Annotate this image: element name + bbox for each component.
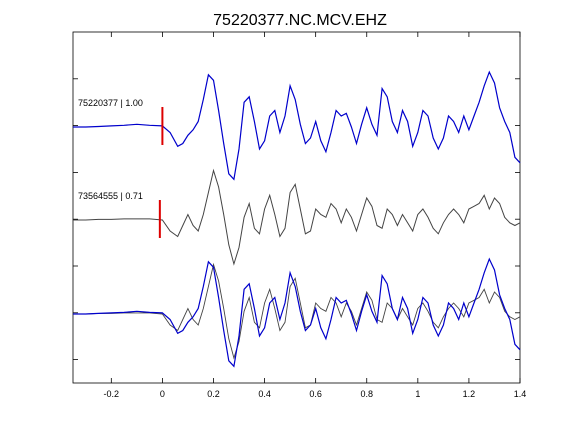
x-tick-label: 1.4	[514, 389, 527, 399]
plot-frame	[72, 31, 521, 384]
trace-gray	[73, 168, 521, 266]
x-tick-label: 0.4	[258, 389, 271, 399]
trace-blue	[73, 70, 521, 181]
x-tick-label: 0	[160, 389, 165, 399]
x-tick-label: 1.2	[463, 389, 476, 399]
trace-area	[73, 70, 521, 368]
overlay-trace-gray	[73, 262, 521, 360]
trace-label-2: 73564555 | 0.71	[78, 191, 143, 201]
x-tick-label: 1	[415, 389, 420, 399]
x-tick-label: 0.6	[309, 389, 322, 399]
x-axis: -0.2 0 0.2 0.4 0.6 0.8 1 1.2 1.4	[104, 32, 527, 399]
x-tick-label: -0.2	[104, 389, 120, 399]
overlay-trace-blue	[73, 257, 521, 368]
y-axis-ticks	[73, 78, 520, 361]
chart-title: 75220377.NC.MCV.EHZ	[213, 12, 387, 29]
trace-label-1: 75220377 | 1.00	[78, 98, 143, 108]
x-tick-label: 0.2	[207, 389, 220, 399]
x-tick-label: 0.8	[360, 389, 373, 399]
